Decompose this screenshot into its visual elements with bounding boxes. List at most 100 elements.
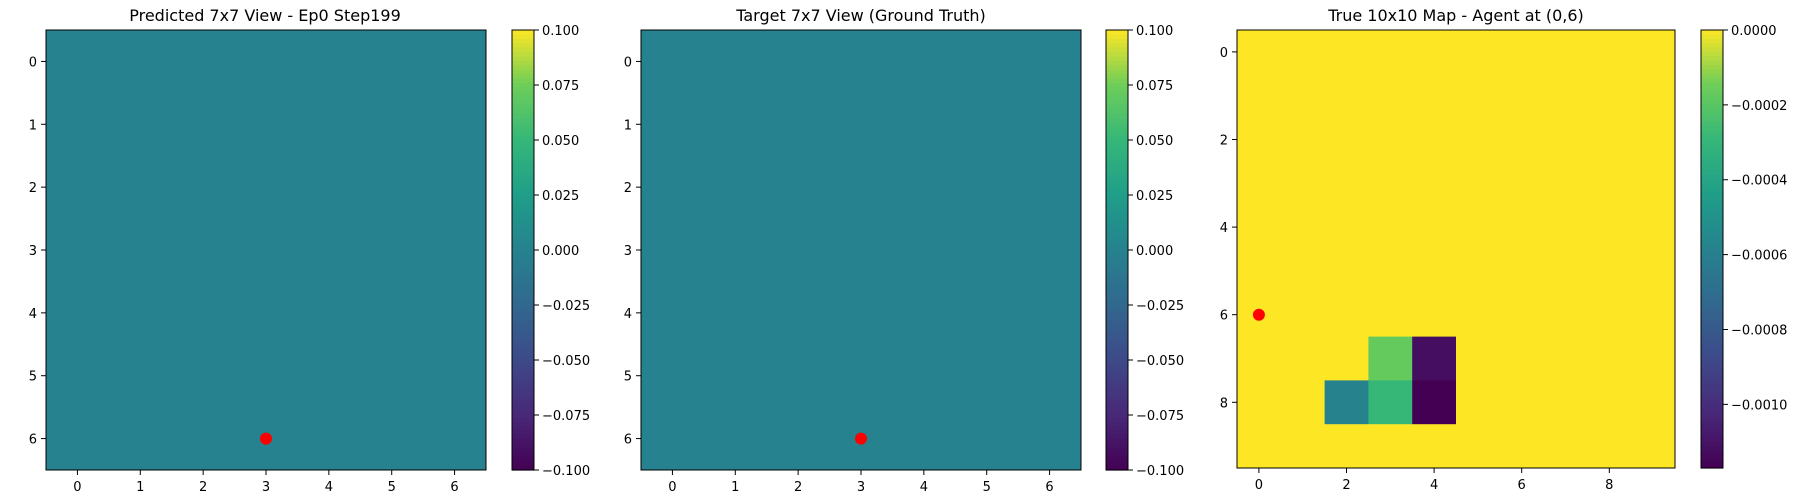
heatmap-cell [1324, 249, 1369, 294]
heatmap-cell [297, 218, 361, 282]
colorbar-band [1106, 368, 1128, 374]
heatmap-cell [1412, 380, 1457, 425]
heatmap-cell [955, 30, 1019, 94]
heatmap-cell [423, 30, 487, 94]
x-tick-label: 1 [136, 480, 144, 495]
heatmap-cell [1368, 73, 1413, 119]
heatmap-cell [1543, 336, 1588, 381]
heatmap-cell [1456, 292, 1501, 338]
heatmap-cell [703, 407, 768, 471]
colorbar-tick-label: −0.100 [542, 464, 590, 479]
heatmap-cell [1631, 292, 1676, 338]
colorbar-band [512, 412, 534, 418]
colorbar-band [1106, 56, 1128, 62]
colorbar-tick-label: 0.000 [1136, 244, 1173, 259]
colorbar-band [512, 399, 534, 405]
heatmap-cell [234, 155, 298, 220]
colorbar-band [1701, 275, 1723, 281]
heatmap-cell [1280, 292, 1326, 338]
colorbar-band [1106, 170, 1128, 176]
heatmap-cell [1324, 117, 1369, 162]
x-tick-label: 8 [1605, 478, 1613, 493]
heatmap-cell [829, 92, 893, 157]
heatmap-cell [1280, 336, 1326, 381]
agent-marker [855, 432, 867, 445]
colorbar-band [512, 52, 534, 57]
colorbar-band [512, 162, 534, 167]
heatmap-cell [1456, 424, 1501, 469]
colorbar-band [1106, 236, 1128, 242]
heatmap-cell [1587, 380, 1632, 425]
colorbar-band [1701, 314, 1723, 320]
heatmap-cell [1368, 117, 1413, 162]
heatmap-cell [1237, 30, 1282, 75]
colorbar-band [512, 351, 534, 357]
colorbar-band [1701, 200, 1723, 206]
colorbar-band [512, 456, 534, 462]
colorbar-band [1701, 95, 1723, 101]
colorbar-band [1701, 340, 1723, 346]
colorbar-band [1701, 126, 1723, 132]
colorbar-band [1701, 157, 1723, 162]
colorbar-band [1701, 284, 1723, 290]
heatmap-cell [360, 407, 424, 471]
x-tick-label: 6 [1045, 480, 1053, 495]
heatmap-cell [1499, 336, 1545, 381]
heatmap-cell [641, 30, 705, 94]
panel-true-map: True 10x10 Map - Agent at (0,6) 0 2 4 6 8 0 2 4… [1220, 6, 1788, 493]
colorbar-band [1106, 280, 1128, 286]
y-tick-label: 6 [624, 433, 632, 448]
colorbar-band [1701, 235, 1723, 241]
colorbar-band [1106, 404, 1128, 409]
heatmap-cell [1631, 161, 1676, 206]
colorbar-band [1106, 113, 1128, 119]
colorbar-band [1701, 78, 1723, 84]
heatmap-cell [829, 344, 893, 408]
heatmap-cell [892, 344, 956, 408]
colorbar-band [1106, 307, 1128, 313]
heatmap-cell [766, 155, 831, 220]
colorbar-band [1701, 371, 1723, 377]
heatmap-cell [1324, 292, 1369, 338]
heatmap-cell [703, 218, 768, 282]
colorbar-band [512, 56, 534, 62]
heatmap-cell [171, 407, 236, 471]
heatmap-cell [1018, 92, 1082, 157]
colorbar-band [1106, 118, 1128, 123]
heatmap-cell [1456, 336, 1501, 381]
colorbar-band [1701, 446, 1723, 452]
colorbar-band [1106, 461, 1128, 467]
colorbar-band [512, 232, 534, 238]
colorbar-band [1701, 104, 1723, 110]
panel-title: Predicted 7x7 View - Ep0 Step199 [129, 6, 401, 25]
heatmap-cell [360, 218, 424, 282]
colorbar-tick-label: 0.025 [1136, 189, 1173, 204]
colorbar-band [1701, 86, 1723, 92]
y-tick-label: 8 [1220, 396, 1228, 411]
colorbar-band [512, 417, 534, 423]
colorbar-band [1106, 452, 1128, 458]
colorbar-band [1701, 362, 1723, 368]
colorbar-band [512, 219, 534, 225]
heatmap-cell [1324, 30, 1369, 75]
heatmap-cell [1631, 117, 1676, 162]
colorbar-band [512, 324, 534, 330]
colorbar-band [1701, 450, 1723, 456]
colorbar-band [1106, 456, 1128, 462]
heatmap-cell [1237, 380, 1282, 425]
colorbar-band [1701, 161, 1723, 167]
heatmap-cell [703, 281, 768, 345]
heatmap-cell [641, 407, 705, 471]
heatmap-cell [1543, 249, 1588, 294]
colorbar-band [512, 320, 534, 326]
colorbar-band [1701, 135, 1723, 141]
heatmap-cell [297, 30, 361, 94]
colorbar-band [512, 104, 534, 110]
heatmap-cell [829, 281, 893, 345]
colorbar-band [1106, 276, 1128, 282]
heatmap-cell [1412, 292, 1457, 338]
heatmap-cell [1280, 161, 1326, 206]
colorbar-band [1701, 345, 1723, 351]
colorbar-band [512, 43, 534, 49]
colorbar-band [1106, 223, 1128, 229]
